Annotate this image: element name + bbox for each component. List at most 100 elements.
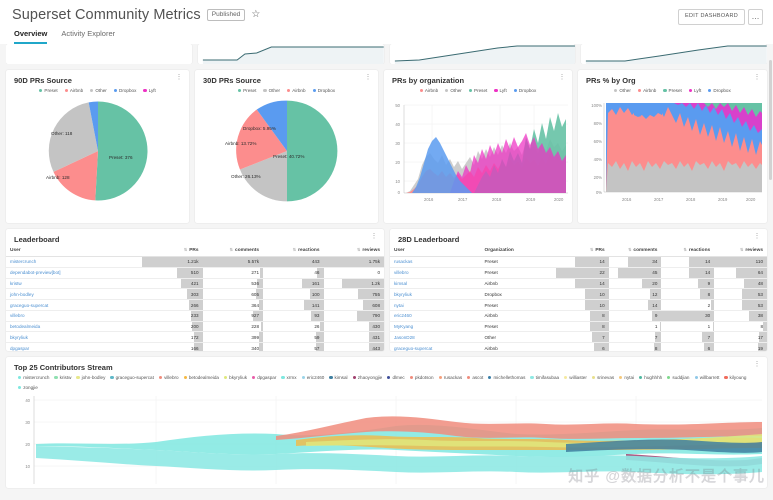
tab-activity-explorer[interactable]: Activity Explorer <box>61 29 116 38</box>
legend-item[interactable]: kilyoung <box>724 375 746 380</box>
legend-item[interactable]: pkdotson <box>409 375 434 380</box>
card-prs-pct-by-org[interactable]: PRs % by Org ⋮ Other Airbnb Preset Lyft … <box>578 70 767 223</box>
table-row[interactable]: kimsal Airbnb 14 20 9 48 <box>390 278 767 290</box>
card-menu-icon-stream[interactable]: ⋮ <box>753 361 761 368</box>
pie-chart-90d[interactable]: Preset: 376 Airbnb: 128 Other: 118 <box>6 93 189 208</box>
bignumber-card-1[interactable] <box>6 44 192 64</box>
legend-item[interactable]: bkyryliuk <box>223 375 247 380</box>
legend-item[interactable]: Lyft <box>688 88 701 93</box>
legend-item[interactable]: nytai <box>619 375 634 380</box>
card-menu-icon-28d[interactable]: ⋮ <box>753 233 761 240</box>
card-menu-icon-90d[interactable]: ⋮ <box>175 74 183 81</box>
table-row[interactable]: betodealmeida 200 228 26 430 <box>6 321 384 333</box>
bignumber-card-3[interactable] <box>389 44 576 64</box>
legend-item[interactable]: mistercrunch <box>18 375 49 380</box>
table-row[interactable]: bkyryliuk 172 399 59 431 <box>6 331 384 344</box>
legend-item[interactable]: Other <box>90 88 107 93</box>
legend-item[interactable]: Airbnb <box>419 88 438 93</box>
legend-item[interactable]: Dropbox <box>513 88 536 93</box>
legend-item[interactable]: ascot <box>467 375 483 380</box>
table-row[interactable]: bkyryliuk Dropbox 10 12 8 53 <box>390 288 767 301</box>
legend-item[interactable]: zongjie <box>18 385 38 390</box>
card-menu-icon-org[interactable]: ⋮ <box>558 74 566 81</box>
col-reactions[interactable]: ⇅ reactions <box>661 244 715 257</box>
legend-item[interactable]: Dropbox <box>113 88 136 93</box>
card-menu-icon-30d[interactable]: ⋮ <box>364 74 372 81</box>
legend-item[interactable]: Preset <box>663 88 682 93</box>
legend-item[interactable]: rusackas <box>438 375 462 380</box>
card-28d-leaderboard[interactable]: 28D Leaderboard ⋮ User Organization ⇅ PRs… <box>390 229 767 351</box>
scrollbar-thumb[interactable] <box>769 60 772 180</box>
tab-overview[interactable]: Overview <box>14 29 48 44</box>
legend-item[interactable]: kimsal <box>329 375 348 380</box>
legend-item[interactable]: williaster <box>564 375 587 380</box>
col-prs[interactable]: ⇅ PRs <box>142 244 203 257</box>
legend-item[interactable]: Lyft <box>143 88 156 93</box>
legend-item[interactable]: kristw <box>54 375 71 380</box>
table-row[interactable]: graceguo-supercat 266 364 141 608 <box>6 299 384 311</box>
legend-item[interactable]: michellethomas <box>488 375 525 380</box>
table-row[interactable]: mistercrunch 1.21k 5.57k 443 1.75k <box>6 256 384 268</box>
table-row[interactable]: villebro Preset 22 45 14 64 <box>390 267 767 279</box>
col-comments[interactable]: ⇅ comments <box>608 244 662 257</box>
legend-item[interactable]: Lyft <box>494 88 507 93</box>
legend-item[interactable]: Preset <box>39 88 58 93</box>
bignumber-card-4[interactable] <box>581 44 767 64</box>
area-chart-orgpct[interactable]: 100% 80% 60% 40% 20% 0% 2016 2017 2018 2… <box>578 93 767 211</box>
col-user[interactable]: User <box>390 244 481 257</box>
legend-item[interactable]: xrmx <box>281 375 297 380</box>
table-row[interactable]: JasonD28 Other 7 7 7 17 <box>390 331 767 344</box>
table-row[interactable]: kristw 421 536 161 1.2k <box>6 278 384 290</box>
legend-item[interactable]: Dropbox <box>312 88 335 93</box>
table-row[interactable]: nytai Preset 10 14 2 53 <box>390 299 767 311</box>
card-menu-icon-orgpct[interactable]: ⋮ <box>753 74 761 81</box>
edit-dashboard-button[interactable]: EDIT DASHBOARD <box>678 9 745 25</box>
table-row[interactable]: dpgaspar 166 340 57 443 <box>6 342 384 351</box>
table-row[interactable]: villebro 233 927 93 790 <box>6 310 384 322</box>
card-30d-prs-source[interactable]: 30D PRs Source ⋮ Preset Other Airbnb Dro… <box>195 70 378 223</box>
legend-item[interactable]: Airbnb <box>287 88 306 93</box>
legend-item[interactable]: Airbnb <box>637 88 656 93</box>
bignumber-card-2[interactable] <box>197 44 384 64</box>
card-menu-icon-leaderboard[interactable]: ⋮ <box>370 233 378 240</box>
legend-item[interactable]: graceguo-supercat <box>110 375 154 380</box>
legend-item[interactable]: Preset <box>237 88 256 93</box>
legend-item[interactable]: suddjian <box>667 375 690 380</box>
table-row[interactable]: graceguo-supercat Airbnb 6 8 6 19 <box>390 342 767 351</box>
col-reviews[interactable]: ⇅ reviews <box>714 244 767 257</box>
star-icon[interactable]: ☆ <box>251 9 261 20</box>
legend-item[interactable]: Preset <box>468 88 487 93</box>
legend-item[interactable]: willbarrett <box>694 375 719 380</box>
legend-item[interactable]: srinevas <box>591 375 614 380</box>
col-reviews[interactable]: ⇅ reviews <box>323 244 384 257</box>
legend-item[interactable]: Other <box>263 88 280 93</box>
col-comments[interactable]: ⇅ comments <box>202 244 264 257</box>
legend-item[interactable]: zhaoyongjie <box>352 375 382 380</box>
more-options-button[interactable]: … <box>748 9 763 25</box>
legend-item[interactable]: dpgaspar <box>252 375 276 380</box>
table-row[interactable]: MyKyang Preset 8 1 1 8 <box>390 321 767 333</box>
legend-item[interactable]: Dropbox <box>708 88 731 93</box>
card-prs-by-organization[interactable]: PRs by organization ⋮ Airbnb Other Prese… <box>384 70 572 223</box>
status-badge[interactable]: Published <box>206 8 246 22</box>
table-row[interactable]: rusackas Preset 14 34 14 110 <box>390 256 767 268</box>
col-reactions[interactable]: ⇅ reactions <box>263 244 324 257</box>
table-row[interactable]: eric2460 Airbnb 8 9 30 38 <box>390 310 767 322</box>
legend-item[interactable]: eric2460 <box>301 375 324 380</box>
pie-chart-30d[interactable]: Preset: 40.72% Other: 26.13% Airbnb: 13.… <box>195 93 378 208</box>
col-organization[interactable]: Organization <box>480 244 556 257</box>
card-leaderboard[interactable]: Leaderboard ⋮ User ⇅ PRs ⇅ comments ⇅ react… <box>6 229 384 351</box>
table-row[interactable]: dependabot-preview[bot] 510 271 46 0 <box>6 267 384 279</box>
legend-item[interactable]: john-bodley <box>76 375 105 380</box>
legend-item[interactable]: villebro <box>158 375 179 380</box>
card-contributors-stream[interactable]: Top 25 Contributors Stream ⋮ mistercrunc… <box>6 357 767 488</box>
card-90d-prs-source[interactable]: 90D PRs Source ⋮ Preset Airbnb Other Dro… <box>6 70 189 223</box>
col-prs[interactable]: ⇅ PRs <box>555 244 609 257</box>
legend-item[interactable]: Airbnb <box>64 88 83 93</box>
legend-item[interactable]: timifasubaa <box>530 375 559 380</box>
legend-item[interactable]: hughhhh <box>639 375 662 380</box>
legend-item[interactable]: dlmec <box>387 375 405 380</box>
legend-item[interactable]: Other <box>445 88 462 93</box>
legend-item[interactable]: betodealmeida <box>183 375 219 380</box>
legend-item[interactable]: Other <box>614 88 631 93</box>
